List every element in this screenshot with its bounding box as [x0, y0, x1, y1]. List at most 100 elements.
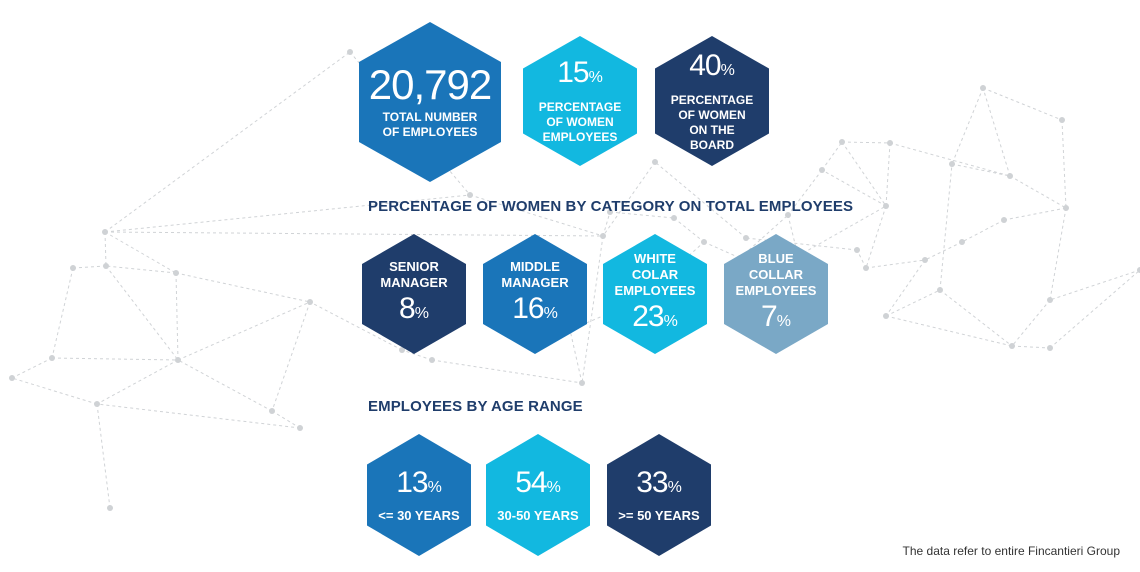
network-line	[821, 169, 887, 207]
network-node	[1137, 267, 1140, 273]
network-line	[609, 211, 675, 219]
age-unit: %	[427, 478, 442, 496]
network-node	[671, 215, 677, 221]
category-value: 7	[761, 299, 778, 333]
network-line	[11, 357, 53, 379]
network-line	[469, 194, 604, 237]
network-node	[297, 425, 303, 431]
kpi-women-employees-number: 15%	[557, 57, 603, 94]
kpi-women-board-value: 40	[689, 48, 721, 82]
kpi-women-board: 40% PERCENTAGE OF WOMEN ON THE BOARD	[655, 36, 769, 166]
kpi-total-employees-value: 20,792	[368, 61, 492, 108]
kpi-women-employees-label: PERCENTAGE OF WOMEN EMPLOYEES	[538, 100, 622, 144]
network-line	[104, 231, 604, 237]
category-number: 23%	[632, 299, 678, 338]
network-line	[177, 301, 311, 361]
network-node	[347, 49, 353, 55]
network-node	[1063, 205, 1069, 211]
network-line	[175, 272, 179, 361]
network-node	[937, 287, 943, 293]
age-under-30: 13% <= 30 YEARS	[367, 434, 471, 556]
age-label: <= 30 YEARS	[378, 507, 460, 523]
category-number: 7%	[761, 299, 791, 338]
network-node	[579, 380, 585, 386]
network-line	[105, 265, 177, 274]
network-node	[1009, 343, 1015, 349]
network-line	[1049, 269, 1140, 301]
network-line	[1011, 345, 1051, 349]
category-unit: %	[663, 312, 678, 330]
network-node	[103, 263, 109, 269]
network-line	[569, 329, 583, 384]
network-line	[1011, 299, 1051, 347]
network-node	[839, 139, 845, 145]
network-line	[105, 265, 179, 361]
network-line	[401, 349, 433, 361]
network-line	[104, 194, 471, 233]
network-line	[739, 214, 789, 259]
kpi-women-employees-value: 15	[557, 56, 589, 89]
age-unit: %	[667, 478, 682, 496]
category-senior-manager: SENIOR MANAGER 8%	[362, 234, 466, 354]
network-node	[429, 357, 435, 363]
network-line	[104, 231, 107, 267]
category-value: 23	[632, 299, 664, 333]
network-node	[883, 313, 889, 319]
network-node	[883, 203, 889, 209]
network-node	[94, 401, 100, 407]
network-line	[703, 241, 741, 259]
network-node	[600, 233, 606, 239]
network-node	[49, 355, 55, 361]
network-line	[271, 301, 311, 412]
network-node	[70, 265, 76, 271]
category-unit: %	[414, 304, 429, 322]
network-line	[271, 410, 301, 429]
network-node	[887, 140, 893, 146]
network-node	[307, 299, 313, 305]
network-line	[72, 265, 107, 269]
network-line	[51, 357, 179, 361]
network-line	[865, 259, 926, 269]
network-line	[889, 142, 1011, 177]
network-node	[785, 212, 791, 218]
age-unit: %	[546, 478, 561, 496]
network-line	[885, 259, 926, 317]
network-line	[104, 231, 177, 274]
age-label: >= 50 YEARS	[618, 507, 700, 523]
category-label: BLUE COLLAR EMPLOYEES	[735, 250, 817, 298]
category-unit: %	[776, 312, 791, 330]
network-node	[1047, 345, 1053, 351]
network-line	[96, 403, 301, 429]
network-node	[107, 505, 113, 511]
kpi-total-employees-label: TOTAL NUMBER OF EMPLOYEES	[382, 110, 478, 139]
network-line	[961, 219, 1005, 243]
category-unit: %	[543, 304, 558, 322]
network-node	[854, 247, 860, 253]
network-line	[431, 359, 583, 384]
kpi-women-employees: 15% PERCENTAGE OF WOMEN EMPLOYEES	[523, 36, 637, 166]
network-line	[104, 51, 351, 233]
network-node	[1047, 297, 1053, 303]
network-node	[949, 161, 955, 167]
network-line	[951, 87, 984, 165]
network-line	[654, 161, 747, 239]
network-node	[743, 235, 749, 241]
network-node	[607, 209, 613, 215]
category-value: 8	[399, 291, 416, 325]
network-line	[177, 359, 273, 412]
kpi-women-board-label: PERCENTAGE OF WOMEN ON THE BOARD	[670, 92, 754, 152]
category-label: WHITE COLAR EMPLOYEES	[614, 250, 696, 298]
kpi-women-board-unit: %	[720, 61, 735, 79]
age-value: 33	[636, 465, 668, 499]
network-line	[1009, 175, 1067, 209]
network-node	[269, 408, 275, 414]
network-line	[787, 214, 799, 257]
network-node	[467, 192, 473, 198]
age-label: 30-50 YEARS	[497, 507, 579, 523]
network-node	[652, 159, 658, 165]
network-line	[1003, 207, 1067, 221]
category-number: 8%	[399, 291, 429, 330]
category-label: SENIOR MANAGER	[380, 258, 448, 290]
network-line	[841, 141, 891, 144]
network-node	[922, 257, 928, 263]
